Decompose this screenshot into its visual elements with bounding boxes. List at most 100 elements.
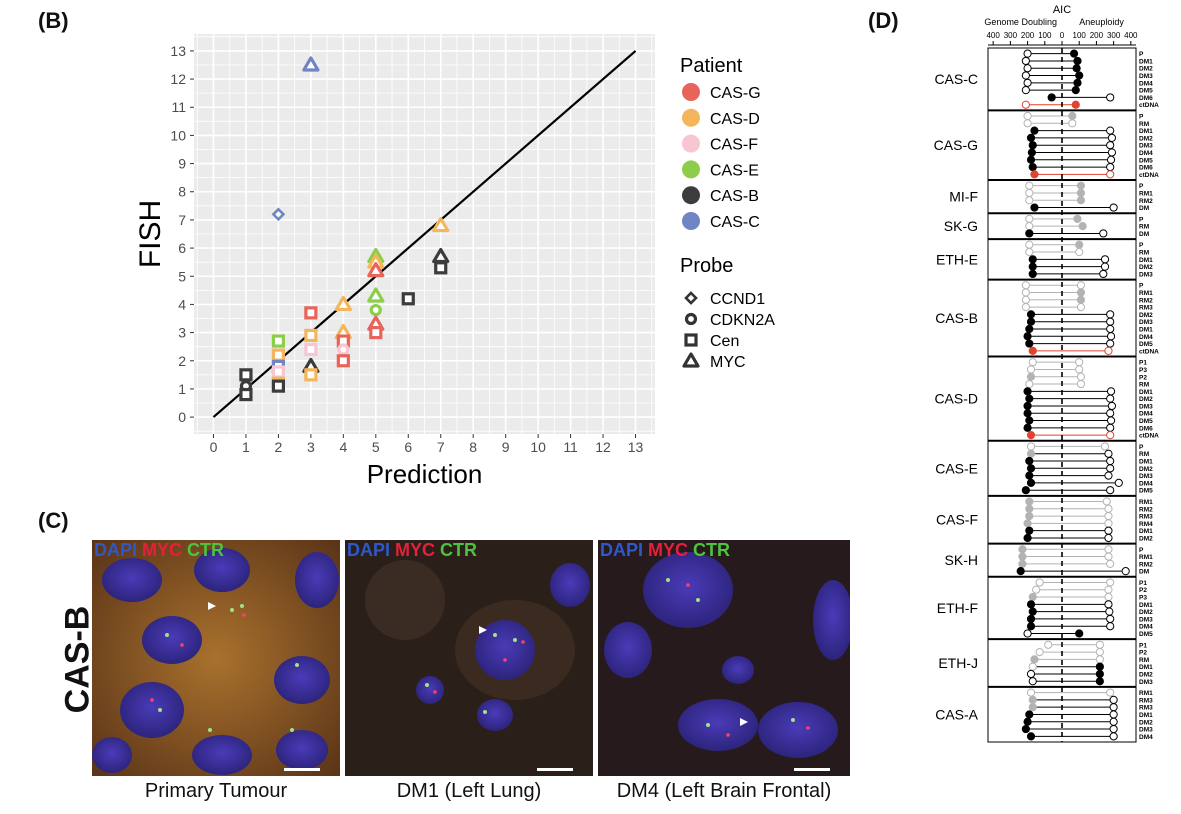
sample-label: DM1: [1139, 528, 1153, 535]
legend-patient-label: CAS-D: [710, 111, 760, 128]
dumbbell-left-dot: [1025, 456, 1034, 466]
dumbbell-right-dot: [1100, 442, 1110, 451]
sample-label: DM: [1139, 569, 1149, 576]
dumbbell-right-dot: [1104, 511, 1113, 521]
x-tick-label: 12: [595, 439, 611, 455]
dumbbell-right-dot: [1068, 119, 1077, 128]
y-tick-label: 3: [178, 325, 186, 341]
data-point: [304, 368, 318, 382]
x-tick-label: 2: [275, 439, 283, 455]
sample-label: DM2: [1139, 671, 1153, 678]
legend-probe-label: CCND1: [710, 291, 765, 308]
dumbbell-right-dot: [1106, 622, 1115, 631]
sample-label: RM2: [1139, 506, 1153, 513]
sample-label: ctDNA: [1139, 348, 1159, 355]
dumbbell-left-dot: [1023, 119, 1032, 128]
dumbbell-left-dot: [1018, 559, 1027, 568]
sample-label: DM3: [1139, 319, 1153, 326]
dumbbell-right-dot: [1075, 71, 1084, 80]
dumbbell-right-dot: [1075, 358, 1084, 367]
dumbbell-right-dot: [1106, 310, 1115, 319]
sample-label: P1: [1139, 642, 1147, 649]
y-tick-label: 7: [178, 212, 186, 228]
sample-label: RM2: [1139, 198, 1153, 205]
dumbbell-left-dot: [1023, 409, 1032, 418]
sample-label: P: [1139, 444, 1144, 451]
group-label: CAS-D: [934, 391, 978, 407]
sample-label: DM3: [1139, 271, 1153, 278]
dumbbell-right-dot: [1106, 339, 1115, 348]
data-point: [239, 368, 253, 382]
aic-tick-label: 200: [1021, 31, 1035, 40]
dumbbell-right-dot: [1075, 247, 1084, 257]
sample-label: DM5: [1139, 157, 1153, 164]
sample-label: DM4: [1139, 150, 1153, 157]
data-point: [271, 365, 286, 379]
sample-label: P3: [1139, 595, 1147, 602]
y-tick-label: 13: [170, 43, 186, 59]
data-point: [271, 379, 286, 393]
dumbbell-right-dot: [1076, 196, 1086, 205]
panel-label-d: (D): [868, 8, 899, 33]
dumbbell-left-dot: [1028, 358, 1037, 367]
dumbbell-left-dot: [1028, 141, 1037, 150]
caption-primary: Primary Tumour: [144, 780, 288, 802]
aic-tick-label: 300: [1004, 31, 1018, 40]
sample-label: DM1: [1139, 389, 1153, 396]
sample-label: ctDNA: [1139, 102, 1159, 109]
data-point: [369, 325, 383, 340]
data-point: [337, 343, 350, 356]
aic-title: AIC: [1053, 4, 1071, 16]
stain-myc-label: MYC: [648, 540, 689, 560]
micro-art-dm1: [345, 540, 593, 776]
dumbbell-left-dot: [1021, 303, 1030, 312]
y-tick-label: 1: [178, 381, 186, 397]
data-point: [367, 262, 385, 278]
dumbbell-right-dot: [1073, 78, 1082, 87]
sample-label: DM1: [1139, 602, 1153, 609]
dumbbell-right-dot: [1095, 669, 1104, 679]
sample-label: RM: [1139, 657, 1149, 664]
sample-label: DM: [1139, 205, 1149, 212]
panel-label-b: (B): [38, 8, 69, 33]
dumbbell-right-dot: [1076, 303, 1086, 312]
group-label: CAS-F: [936, 512, 978, 528]
y-tick-label: 0: [178, 409, 186, 425]
stain-dapi-label: DAPI: [347, 540, 391, 560]
micro-legend-primary: DAPI MYC CTR: [94, 540, 224, 561]
dumbbell-right-dot: [1104, 545, 1113, 554]
stain-myc-label: MYC: [142, 540, 183, 560]
sample-label: P1: [1139, 360, 1147, 367]
sample-label: DM1: [1139, 459, 1153, 466]
data-point: [432, 216, 450, 233]
sample-label: ctDNA: [1139, 172, 1159, 179]
dumbbell-left-dot: [1028, 255, 1037, 264]
dumbbell-right-dot: [1075, 629, 1084, 638]
dumbbell-right-dot: [1102, 497, 1111, 506]
sample-label: DM2: [1139, 312, 1153, 319]
dumbbell-left-dot: [1025, 497, 1034, 506]
aic-tick-label: 200: [1090, 31, 1104, 40]
sample-label: P3: [1139, 367, 1147, 374]
dumbbell-right-dot: [1104, 552, 1113, 561]
legend-probe-label: CDKN2A: [710, 312, 775, 329]
stain-ctr-label: CTR: [440, 540, 478, 560]
dumbbell-left-dot: [1016, 567, 1025, 576]
sample-label: DM4: [1139, 334, 1153, 341]
legend-patient-swatch: [682, 108, 700, 127]
dumbbell-right-dot: [1106, 614, 1115, 624]
dumbbell-left-dot: [1025, 394, 1034, 403]
group-label: MI-F: [949, 189, 978, 205]
y-tick-label: 8: [178, 184, 186, 200]
dumbbell-right-dot: [1106, 332, 1116, 341]
sample-label: RM: [1139, 451, 1149, 458]
dumbbell-right-dot: [1104, 592, 1113, 602]
legend-probe-symbol: [684, 291, 698, 305]
dumbbell-right-dot: [1106, 170, 1115, 179]
dumbbell-right-dot: [1106, 464, 1115, 473]
x-tick-label: 8: [469, 439, 477, 455]
dumbbell-right-dot: [1109, 732, 1118, 741]
dumbbell-right-dot: [1105, 607, 1114, 616]
sample-label: DM2: [1139, 535, 1153, 542]
